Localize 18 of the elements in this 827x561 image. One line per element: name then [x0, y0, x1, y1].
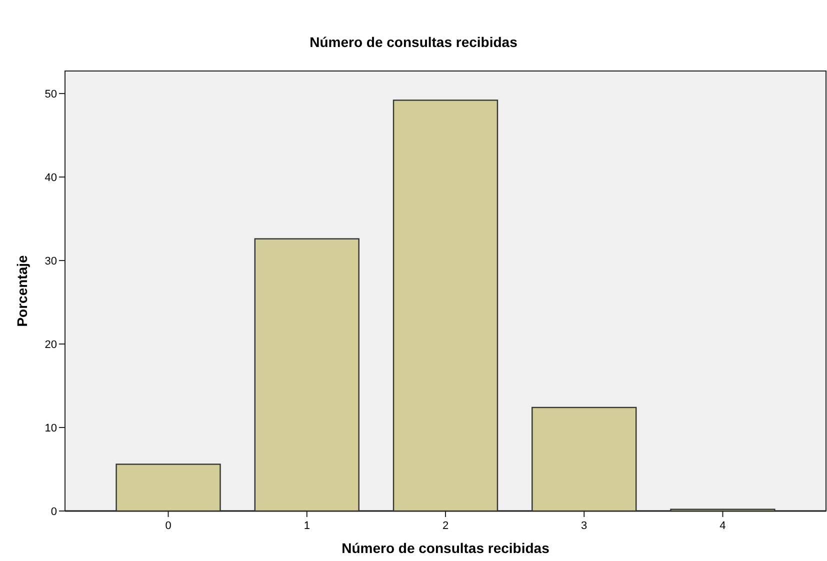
- x-tick-label: 4: [720, 520, 726, 532]
- x-tick-label: 1: [304, 520, 310, 532]
- y-tick-label: 0: [50, 506, 57, 518]
- x-tick-label: 0: [165, 520, 172, 532]
- chart-title: Número de consultas recibidas: [310, 34, 518, 50]
- x-axis-title: Número de consultas recibidas: [342, 540, 550, 556]
- y-tick-label: 20: [44, 338, 57, 351]
- y-axis-title: Porcentaje: [14, 254, 30, 327]
- y-tick-label: 30: [44, 255, 57, 268]
- x-tick-label: 3: [581, 520, 588, 532]
- bar: [392, 100, 498, 512]
- y-tick-label: 50: [44, 88, 57, 100]
- bar: [532, 406, 637, 512]
- bar: [254, 238, 360, 512]
- x-tick-label: 2: [442, 520, 449, 532]
- y-tick-label: 40: [44, 172, 57, 184]
- y-tick-label: 10: [44, 422, 57, 434]
- bar: [116, 464, 221, 512]
